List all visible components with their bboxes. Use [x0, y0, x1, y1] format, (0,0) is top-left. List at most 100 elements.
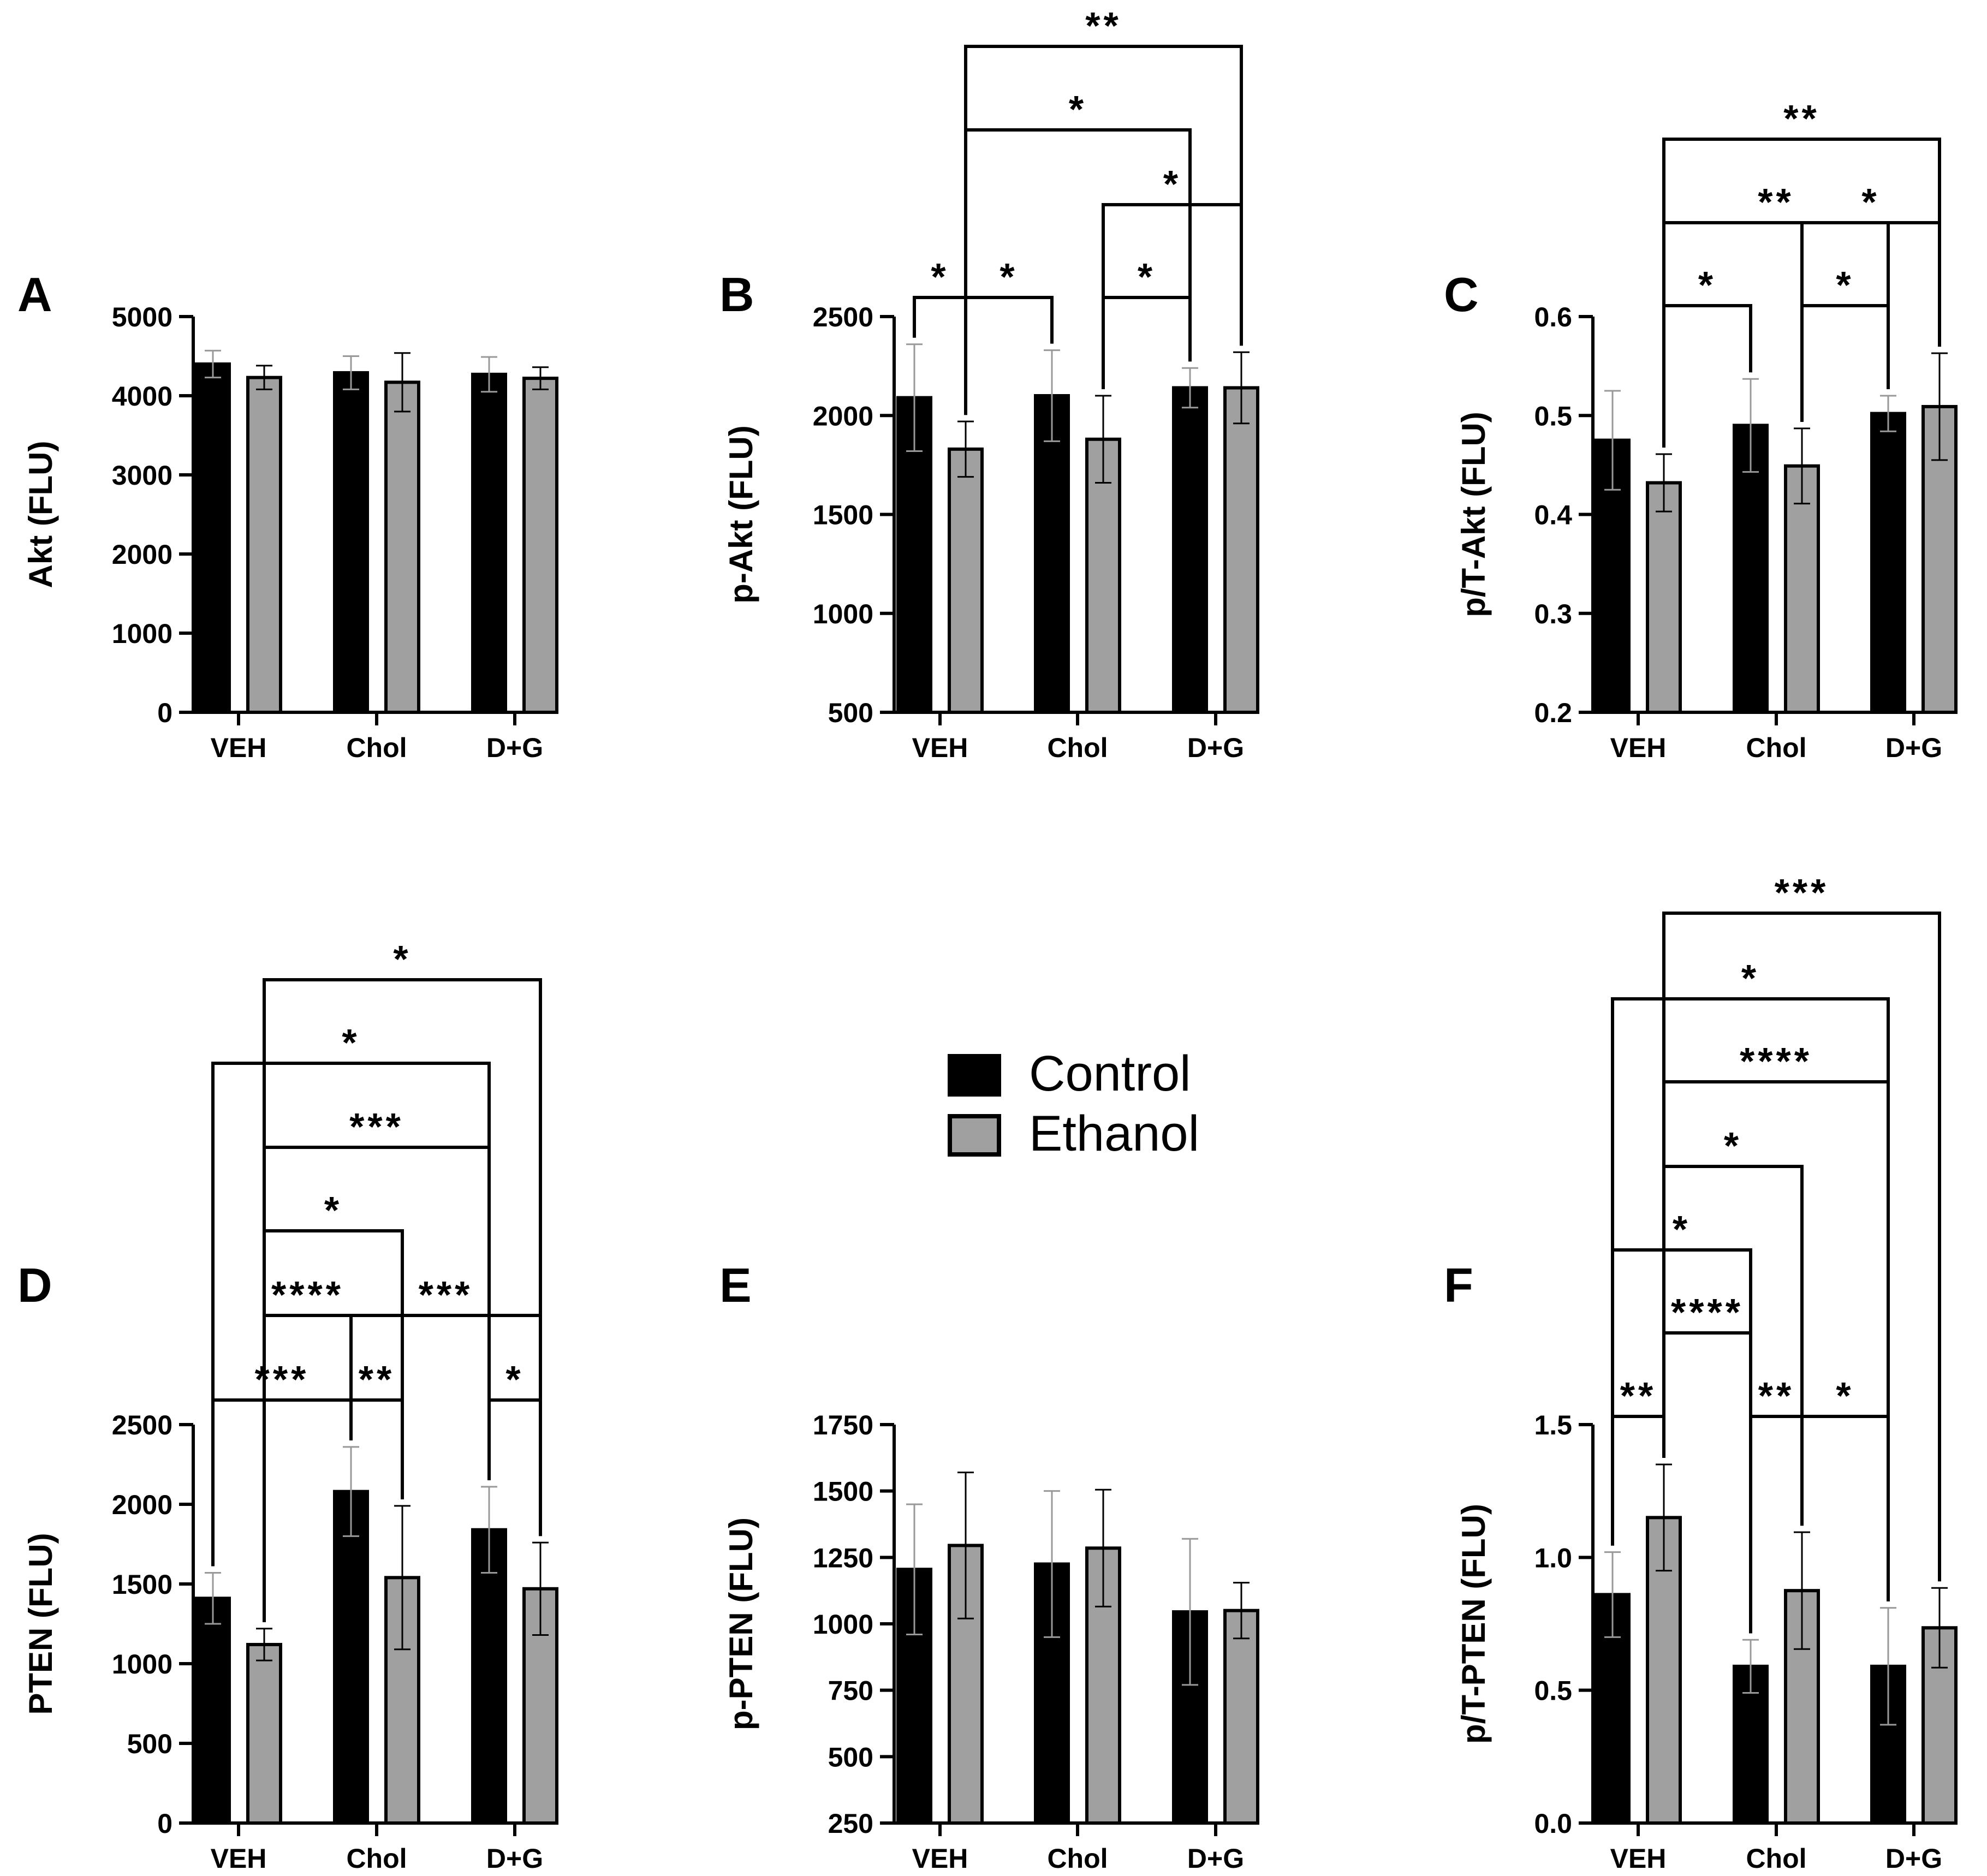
y-tick-label: 0.5 — [1534, 1676, 1572, 1706]
y-tick-label: 0.0 — [1534, 1808, 1572, 1839]
legend-swatch-ethanol — [948, 1114, 1001, 1157]
significance-label: * — [1069, 88, 1087, 130]
y-tick-label: 0.5 — [1534, 401, 1572, 431]
significance-label: *** — [1775, 871, 1829, 914]
y-tick-label: 500 — [828, 1742, 873, 1772]
significance-label: * — [1836, 264, 1854, 306]
panel-b: Bp-Akt (FLU) 500 1000 1500 2000 2500 VEH Chol D+… — [719, 4, 1259, 763]
x-tick-label: VEH — [211, 732, 267, 763]
y-tick-label: 750 — [828, 1676, 873, 1706]
bar-ethanol-veh — [1646, 481, 1682, 714]
significance-label: **** — [1671, 1291, 1744, 1333]
bar-control-veh — [195, 362, 231, 714]
y-tick-label: 1000 — [112, 1649, 172, 1680]
significance-label: ** — [1620, 1374, 1656, 1417]
significance-label: * — [342, 1021, 360, 1064]
x-tick-label: D+G — [1187, 1843, 1244, 1874]
x-tick-label: Chol — [1746, 732, 1806, 763]
y-tick-label: 1000 — [112, 618, 172, 649]
y-tick-label: 1000 — [813, 1609, 873, 1640]
y-tick-label: 1500 — [813, 1476, 873, 1507]
significance-bracket — [487, 1398, 542, 1536]
y-tick-label: 1.5 — [1534, 1410, 1572, 1440]
panel-letter: D — [17, 1258, 52, 1312]
x-tick-label: VEH — [912, 732, 968, 763]
significance-bracket — [964, 45, 1243, 415]
panel-c: Cp/T-Akt (FLU) 0.2 0.3 0.4 0.5 0.6 VEH Chol D+G *… — [1444, 97, 1958, 763]
bar-ethanol-veh — [246, 376, 282, 714]
panel-letter: A — [17, 267, 52, 321]
significance-bracket — [1102, 296, 1192, 389]
bar-ethanol-chol — [1784, 464, 1820, 714]
y-tick-label: 2000 — [112, 1490, 172, 1520]
bar-control-dg — [1870, 412, 1906, 714]
y-tick-label: 500 — [127, 1729, 172, 1759]
bar-ethanol-chol — [1085, 437, 1121, 714]
y-tick-label: 2500 — [112, 1410, 172, 1440]
y-tick-label: 2000 — [112, 539, 172, 570]
significance-label: ** — [1783, 97, 1819, 140]
panel-letter: F — [1444, 1258, 1473, 1312]
y-tick-label: 0 — [157, 698, 172, 728]
bar-control-chol — [333, 1490, 369, 1825]
bar-ethanol-chol — [1784, 1589, 1820, 1825]
significance-label: * — [1861, 181, 1879, 223]
significance-bracket — [1662, 221, 1890, 448]
significance-label: * — [1698, 264, 1716, 306]
significance-bracket — [1800, 304, 1890, 422]
significance-bracket — [211, 1398, 353, 1567]
significance-label: *** — [419, 1273, 473, 1316]
significance-label: **** — [1740, 1040, 1812, 1082]
x-tick-label: VEH — [1610, 732, 1667, 763]
y-tick-label: 4000 — [112, 381, 172, 412]
y-tick-label: 1000 — [813, 599, 873, 629]
significance-label: ** — [1758, 181, 1794, 223]
x-tick-label: Chol — [1047, 1843, 1108, 1874]
significance-label: * — [1163, 163, 1181, 205]
y-tick-label: 0.2 — [1534, 698, 1572, 728]
y-tick-label: 250 — [828, 1808, 873, 1839]
y-axis-label: p/T-PTEN (FLU) — [1455, 1504, 1492, 1744]
y-tick-label: 3000 — [112, 460, 172, 491]
bar-control-dg — [1172, 386, 1208, 714]
y-tick-label: 2500 — [813, 302, 873, 332]
significance-label: * — [1836, 1374, 1854, 1417]
significance-bracket — [263, 978, 542, 1622]
x-tick-label: Chol — [346, 732, 407, 763]
significance-label: * — [393, 938, 411, 980]
bar-ethanol-dg — [522, 377, 558, 714]
panel-e: Ep-PTEN (FLU) 250 500 750 1000 1250 1500 1750 VE… — [719, 1258, 1259, 1874]
bar-control-chol — [1034, 394, 1070, 714]
y-tick-label: 1500 — [112, 1569, 172, 1600]
significance-label: **** — [271, 1273, 344, 1316]
significance-bracket — [1662, 1080, 1890, 1601]
x-tick-label: Chol — [1746, 1843, 1806, 1874]
x-tick-label: VEH — [912, 1843, 968, 1874]
bar-control-chol — [333, 371, 369, 714]
significance-bracket — [1611, 997, 1890, 1601]
y-tick-label: 1500 — [813, 500, 873, 531]
y-tick-label: 0 — [157, 1808, 172, 1839]
significance-label: ** — [1085, 4, 1121, 47]
significance-bracket — [1662, 912, 1941, 1582]
x-tick-label: Chol — [1047, 732, 1108, 763]
significance-label: * — [324, 1189, 342, 1231]
legend-label-ethanol: Ethanol — [1029, 1106, 1199, 1162]
bar-control-dg — [471, 372, 507, 714]
y-tick-label: 2000 — [813, 401, 873, 431]
significance-bracket — [349, 1314, 542, 1536]
y-tick-label: 5000 — [112, 302, 172, 332]
bar-ethanol-veh — [1646, 1516, 1682, 1825]
significance-label: * — [1138, 255, 1156, 298]
panel-letter: E — [719, 1258, 752, 1312]
legend-swatch-control — [948, 1054, 1001, 1097]
y-tick-label: 1250 — [813, 1543, 873, 1573]
significance-bracket — [211, 1062, 491, 1567]
panel-letter: B — [719, 267, 754, 321]
significance-label: ** — [1758, 1374, 1794, 1417]
x-tick-label: D+G — [486, 1843, 543, 1874]
significance-label: *** — [349, 1105, 404, 1148]
